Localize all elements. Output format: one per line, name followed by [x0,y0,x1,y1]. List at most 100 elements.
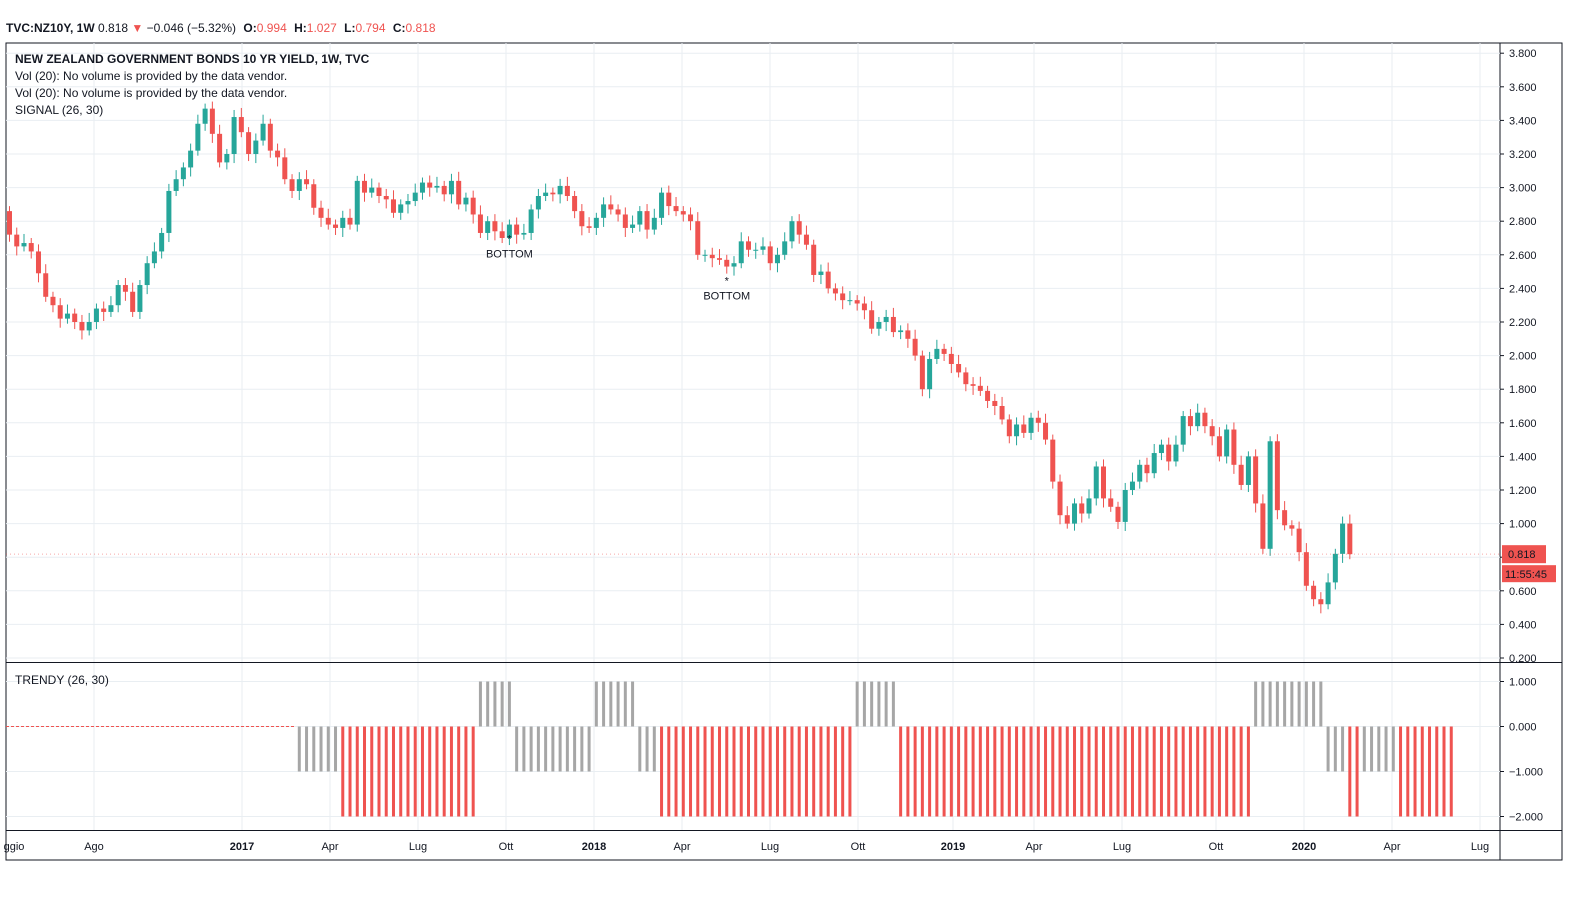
trendy-bar [1051,726,1055,817]
trendy-bar [399,726,403,817]
candle-body [948,353,954,364]
signal-legend[interactable]: SIGNAL (26, 30) [15,103,104,117]
candle-body [1151,453,1157,474]
candle-body [1347,523,1353,555]
trendy-bar [971,726,975,817]
trendy-bar [1101,726,1105,817]
candle-body [231,117,237,154]
candle-body [586,226,592,228]
trendy-bar [1232,726,1236,817]
trendy-bar [1065,726,1069,817]
candle-body [1050,439,1056,482]
time-axis-label: Lug [1113,841,1131,853]
trendy-bar [1399,726,1403,817]
trendy-bar [1058,726,1062,817]
countdown-badge [1502,565,1556,583]
trendy-bar [1413,726,1417,817]
candle-body [64,313,70,319]
candle-body [1296,528,1302,553]
candle-body [333,224,339,228]
candle-body [688,214,694,222]
candle-body [912,338,918,356]
candle-body [390,199,396,213]
price-axis-label: 3.800 [1509,48,1537,60]
trendy-bar [573,726,577,772]
candle-body [999,406,1005,420]
price-axis-label: 0.200 [1509,653,1537,665]
price-change: −0.046 (−5.32%) [146,21,237,35]
candle-body [180,167,186,180]
candle-body [485,221,491,233]
time-axis-label: Apr [1383,841,1400,853]
candle-body [28,243,34,252]
trendy-bar [964,726,968,817]
candle-body [347,217,353,225]
candle-body [151,251,157,264]
trendy-bar [1406,726,1410,817]
candle-body [832,288,838,294]
price-axis-label: 1.800 [1509,384,1537,396]
candle-body [43,273,49,297]
candle-body [296,179,302,191]
candle-body [1144,464,1150,474]
trendy-bar [1341,726,1345,772]
candle-body [528,209,534,233]
candle-body [224,154,230,163]
trendy-bar [783,726,787,817]
trendy-bar [1391,726,1395,772]
trendy-bar [1290,681,1294,727]
candle-body [1072,503,1078,524]
candle-body [695,221,701,255]
volume-legend-1[interactable]: Vol (20): No volume is provided by the d… [15,69,288,83]
candle-body [477,214,483,233]
candle-body [144,263,150,286]
candle-body [1035,417,1041,423]
trendy-bar [1138,726,1142,817]
trendy-bar [899,726,903,817]
time-axis-label: 2020 [1292,841,1316,853]
trendy-bar [442,726,446,817]
symbol-name[interactable]: TVC:NZ10Y, 1W [6,21,95,35]
trendy-bar [1449,726,1453,817]
trendy-bar [1283,681,1287,727]
trendy-bar [819,726,823,817]
time-axis-label: Lug [1471,841,1489,853]
candle-body [304,179,310,185]
trendy-bar [587,726,591,772]
trendy-bar [341,726,345,817]
indicator-axis-label: 1.000 [1509,677,1537,689]
candle-body [782,241,788,255]
price-axis-label: 0.600 [1509,586,1537,598]
candle-body [470,197,476,215]
trendy-legend[interactable]: TRENDY (26, 30) [15,673,109,687]
candle-body [238,117,244,133]
candle-body [630,224,636,228]
candle-body [651,217,657,230]
candle-body [398,204,404,213]
candle-body [1166,444,1172,462]
trendy-bar [623,681,627,727]
price-axis-label: 1.400 [1509,451,1537,463]
trendy-bar [1261,681,1265,727]
bottom-annotation: BOTTOM [486,249,533,261]
main-series-legend[interactable]: NEW ZEALAND GOVERNMENT BONDS 10 YR YIELD… [15,52,370,66]
price-axis-label: 2.200 [1509,317,1537,329]
volume-legend-2[interactable]: Vol (20): No volume is provided by the d… [15,86,288,100]
trendy-bar [732,726,736,817]
candle-body [441,185,447,195]
trendy-bar [449,726,453,817]
candle-body [267,123,273,151]
trendy-bar [855,681,859,727]
time-axis-label: 2017 [230,841,254,853]
candle-body [86,322,92,331]
trendy-bar [529,726,533,772]
candle-body [724,259,730,267]
candle-body [963,372,969,385]
trendy-bar [1130,726,1134,817]
candle-body [572,196,578,212]
candle-body [369,187,375,193]
candle-body [21,243,27,247]
trendy-bar [413,726,417,817]
trendy-bar [435,726,439,817]
